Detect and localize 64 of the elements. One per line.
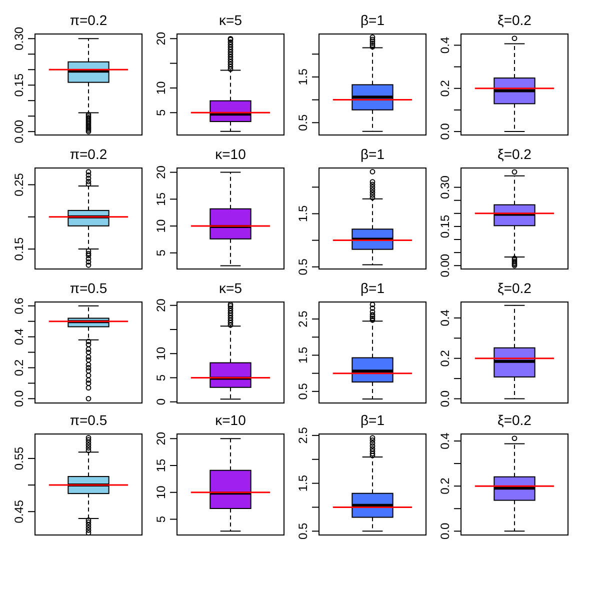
y-tick-label: 0.0 [438, 390, 452, 408]
y-tick-label: 1.5 [296, 68, 310, 86]
chart-title: β=1 [360, 412, 385, 428]
y-tick-label: 0.4 [438, 36, 452, 54]
y-tick-label: 0.4 [12, 328, 26, 346]
y-tick-label: 2.5 [296, 426, 310, 444]
chart-title: π=0.5 [70, 280, 108, 296]
y-tick-label: 0.6 [12, 297, 26, 314]
chart-title: π=0.2 [70, 12, 108, 28]
y-tick-label: 0.00 [12, 120, 26, 144]
y-tick-label: 1.5 [296, 205, 310, 222]
y-tick-label: 20 [154, 32, 168, 46]
y-tick-label: 5 [154, 108, 168, 116]
y-tick-label: 0.2 [438, 80, 452, 97]
chart-title: κ=10 [215, 146, 246, 162]
y-tick-label: 0.15 [12, 73, 26, 97]
y-tick-label: 0.15 [438, 214, 452, 238]
y-tick-label: 0.15 [12, 237, 26, 261]
y-tick-label: 10 [154, 80, 168, 95]
y-tick-label: 0.25 [12, 172, 26, 196]
chart-title: π=0.5 [70, 412, 108, 428]
chart-title: ξ=0.2 [498, 146, 532, 162]
y-tick-label: 15 [154, 192, 168, 206]
y-tick-label: 15 [154, 458, 168, 472]
chart-title: κ=5 [219, 12, 242, 28]
y-tick-label: 0.2 [438, 350, 452, 367]
y-tick-label: 1.5 [296, 346, 310, 364]
chart-title: π=0.2 [70, 146, 108, 162]
chart-title: β=1 [360, 146, 385, 162]
y-tick-label: 5 [154, 374, 168, 382]
y-tick-label: 0.5 [296, 258, 310, 276]
chart-title: β=1 [360, 12, 385, 28]
y-tick-label: 10 [154, 485, 168, 500]
y-tick-label: 20 [154, 298, 168, 312]
y-tick-label: 5 [154, 249, 168, 256]
y-tick-label: 0.55 [12, 446, 26, 470]
chart-title: κ=10 [215, 412, 246, 428]
y-tick-label: 20 [154, 165, 168, 179]
y-tick-label: 0.45 [12, 500, 26, 524]
y-tick-label: 2.5 [296, 310, 310, 328]
chart-title: ξ=0.2 [498, 412, 532, 428]
y-tick-label: 0.00 [438, 254, 452, 278]
y-tick-label: 0.2 [438, 477, 452, 494]
y-tick-label: 0.4 [438, 432, 452, 450]
y-tick-label: 0 [154, 398, 168, 406]
chart-title: κ=5 [219, 280, 242, 296]
y-tick-label: 0.5 [296, 114, 310, 132]
y-tick-label: 0.0 [438, 122, 452, 140]
y-tick-label: 0.2 [12, 359, 26, 376]
y-tick-label: 0.0 [438, 522, 452, 540]
y-tick-label: 10 [154, 219, 168, 233]
chart-title: ξ=0.2 [498, 12, 532, 28]
y-tick-label: 0.4 [438, 309, 452, 326]
y-tick-label: 0.5 [296, 522, 310, 540]
y-tick-label: 0.5 [296, 382, 310, 400]
chart-title: ξ=0.2 [498, 280, 532, 296]
y-tick-label: 0.0 [12, 390, 26, 408]
y-tick-label: 0.30 [438, 175, 452, 199]
chart-title: β=1 [360, 280, 385, 296]
y-tick-label: 10 [154, 346, 168, 360]
y-tick-label: 5 [154, 516, 168, 523]
y-tick-label: 20 [154, 432, 168, 446]
y-tick-label: 1.5 [296, 474, 310, 492]
y-tick-label: 0.30 [12, 26, 26, 50]
